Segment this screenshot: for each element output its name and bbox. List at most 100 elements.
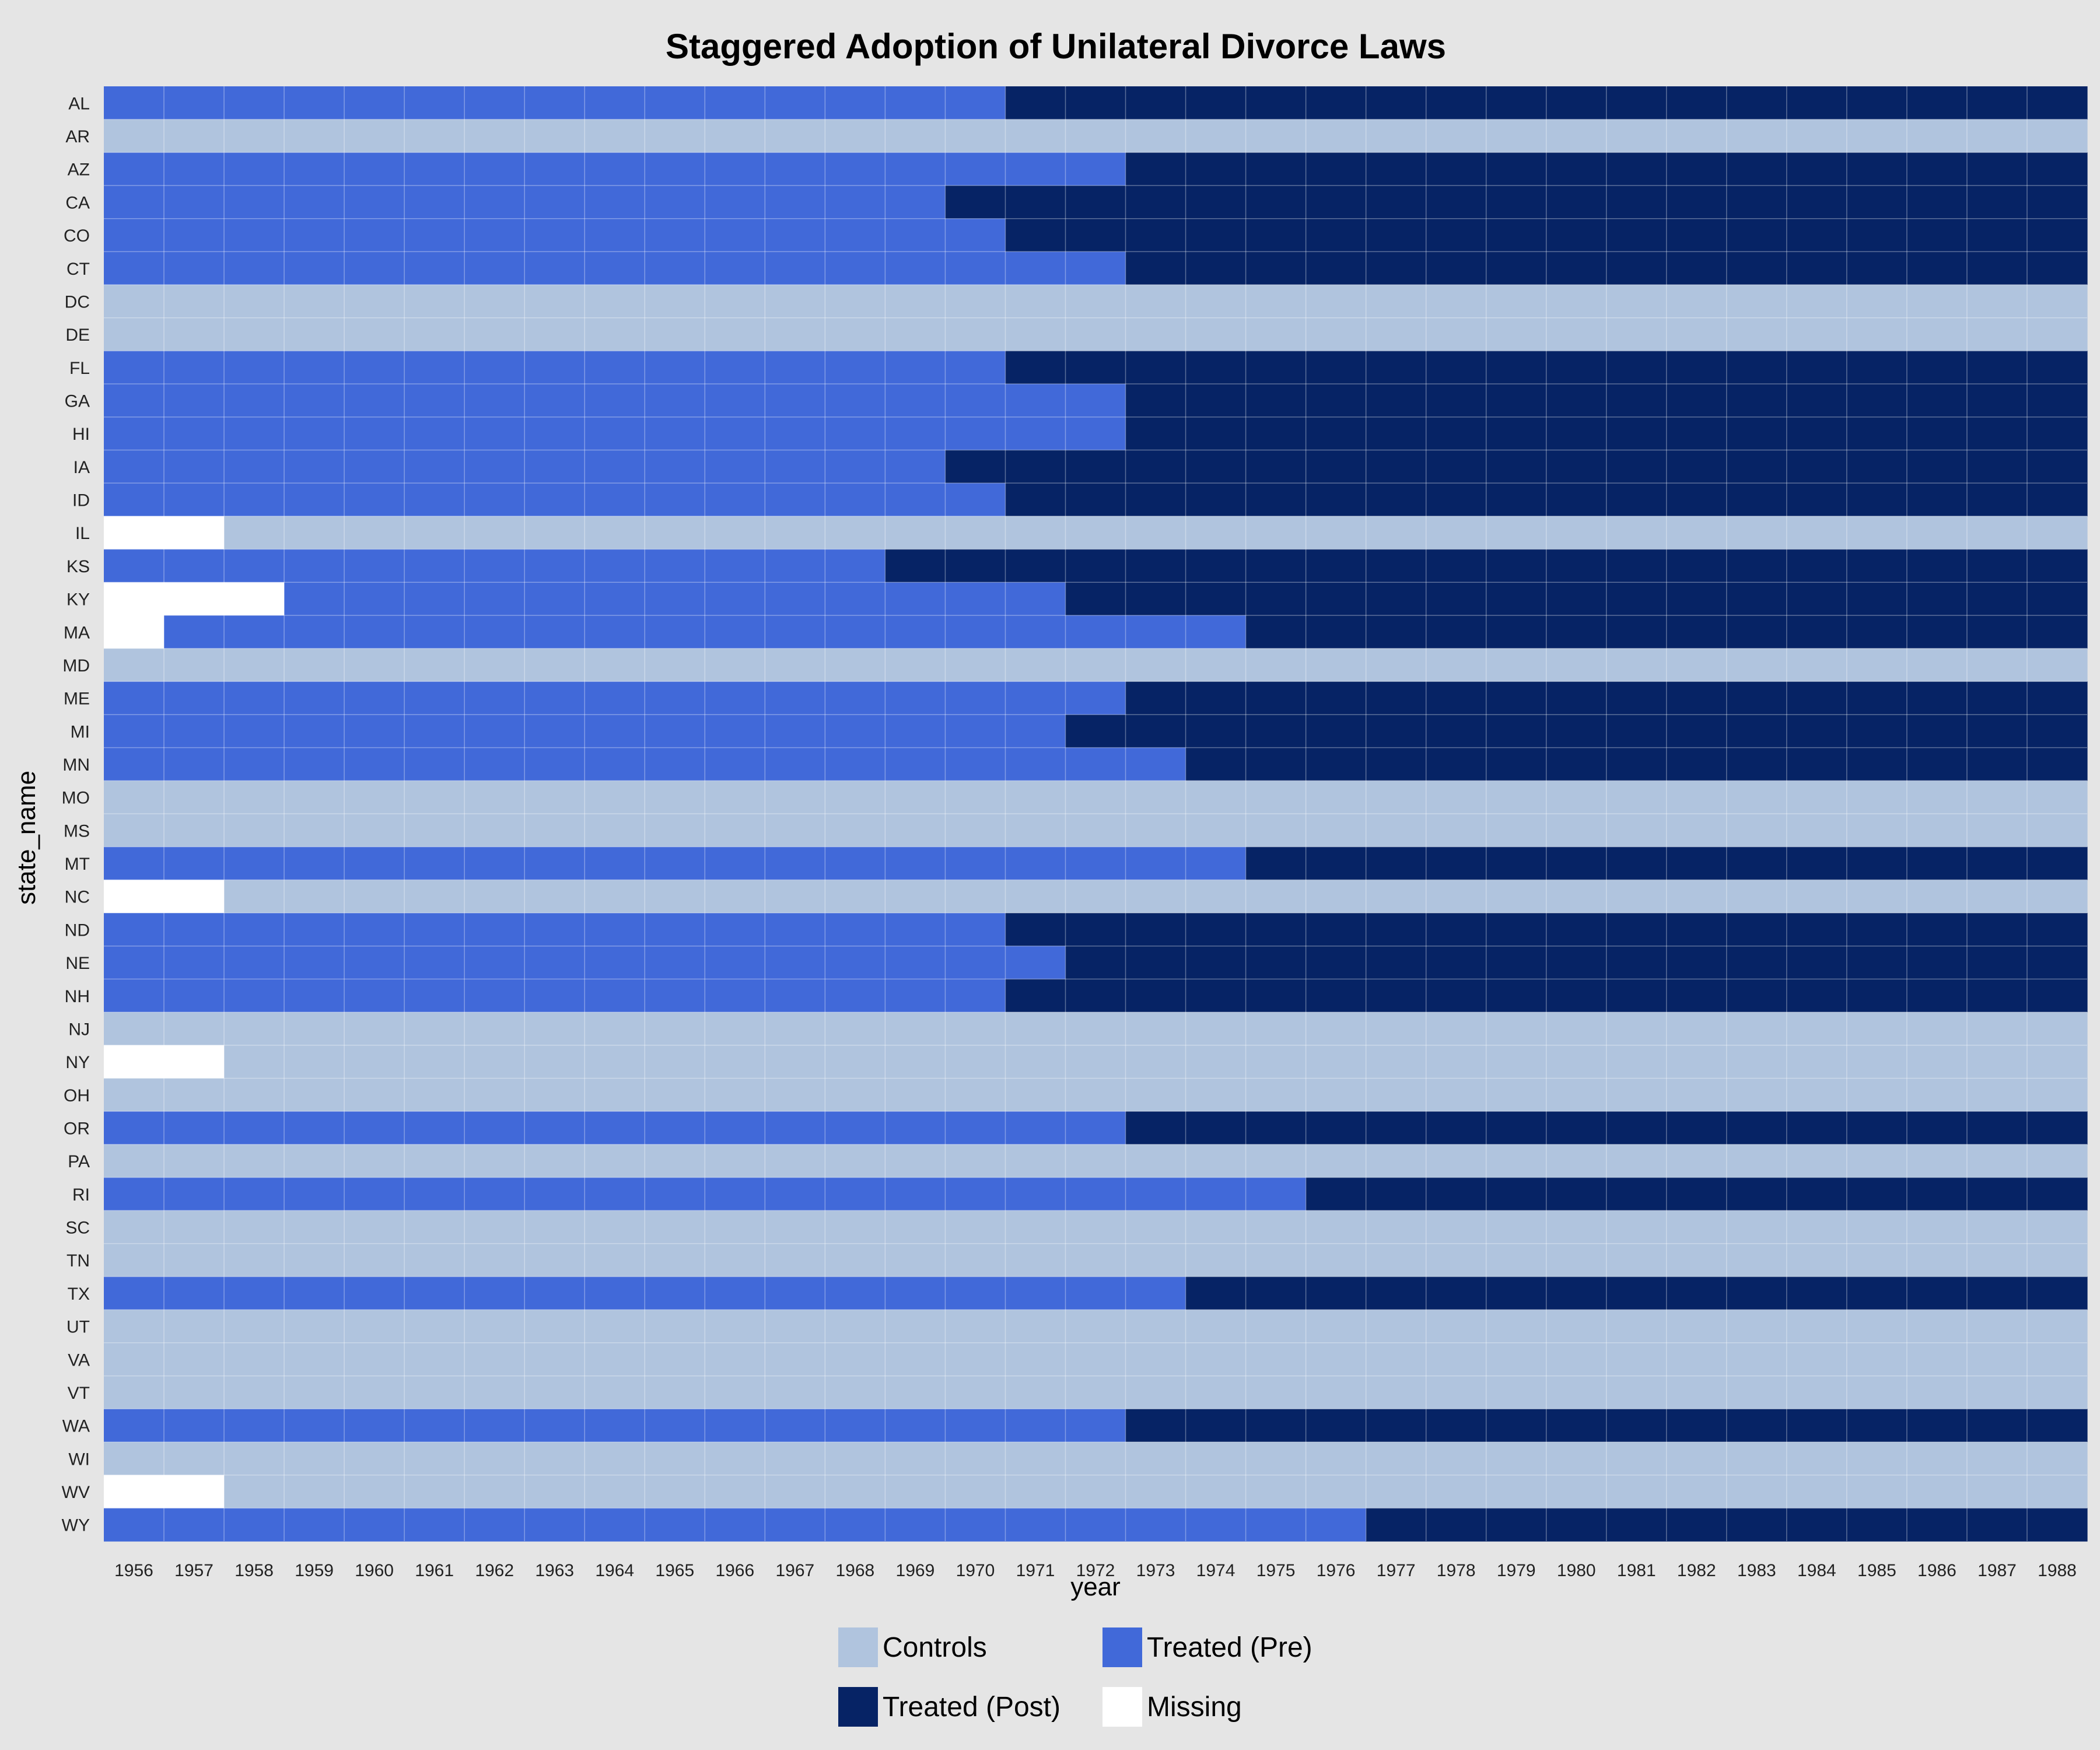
heatmap-cell-TX-1962 (464, 1276, 525, 1310)
heatmap-cell-NC-1973 (1125, 880, 1186, 914)
heatmap-cell-MO-1961 (404, 780, 465, 814)
heatmap-cell-MD-1969 (885, 648, 946, 682)
heatmap-cell-UT-1957 (164, 1310, 225, 1343)
heatmap-cell-ID-1974 (1185, 483, 1247, 517)
heatmap-cell-AR-1982 (1666, 119, 1727, 153)
heatmap-cell-AR-1968 (825, 119, 886, 153)
heatmap-cell-CO-1982 (1666, 218, 1727, 253)
heatmap-cell-SC-1956 (104, 1210, 164, 1244)
heatmap-cell-PA-1966 (705, 1144, 765, 1178)
heatmap-cell-WA-1958 (224, 1409, 285, 1443)
heatmap-cell-AR-1958 (224, 119, 285, 153)
heatmap-cell-MT-1962 (464, 846, 525, 880)
heatmap-cell-VA-1979 (1486, 1342, 1547, 1377)
heatmap-cell-NE-1970 (945, 946, 1006, 980)
heatmap-cell-NJ-1974 (1185, 1012, 1247, 1046)
heatmap-cell-AZ-1979 (1486, 152, 1547, 186)
heatmap-cell-MT-1973 (1125, 846, 1186, 880)
heatmap-cell-HI-1957 (164, 416, 225, 451)
heatmap-cell-UT-1967 (765, 1310, 825, 1343)
legend-label: Treated (Post) (883, 1692, 1060, 1723)
heatmap-cell-OH-1973 (1125, 1078, 1186, 1112)
heatmap-cell-NC-1964 (584, 880, 645, 914)
heatmap-cell-ID-1958 (224, 483, 285, 517)
heatmap-cell-DC-1986 (1906, 285, 1968, 318)
heatmap-cell-SC-1981 (1606, 1210, 1667, 1244)
heatmap-cell-MO-1968 (825, 780, 886, 814)
heatmap-cell-WY-1972 (1065, 1508, 1126, 1542)
heatmap-cell-OH-1987 (1966, 1078, 2028, 1112)
heatmap-cell-TN-1986 (1906, 1243, 1968, 1278)
heatmap-cell-CO-1956 (104, 218, 164, 253)
heatmap-cell-CO-1964 (584, 218, 645, 253)
heatmap-cell-MS-1972 (1065, 814, 1126, 848)
heatmap-cell-WA-1959 (284, 1409, 345, 1443)
heatmap-cell-SC-1967 (765, 1210, 825, 1244)
heatmap-cell-OH-1988 (2027, 1078, 2088, 1112)
heatmap-cell-RI-1962 (464, 1177, 525, 1211)
heatmap-cell-NJ-1969 (885, 1012, 946, 1046)
heatmap-cell-CO-1983 (1726, 218, 1787, 253)
heatmap-cell-CO-1972 (1065, 218, 1126, 253)
heatmap-cell-ID-1985 (1846, 483, 1908, 517)
heatmap-cell-TN-1963 (524, 1243, 585, 1278)
heatmap-cell-VA-1974 (1185, 1342, 1247, 1377)
heatmap-cell-TX-1971 (1005, 1276, 1066, 1310)
heatmap-cell-UT-1965 (645, 1310, 705, 1343)
heatmap-cell-KS-1977 (1366, 549, 1427, 583)
heatmap-cell-NE-1976 (1306, 946, 1367, 980)
heatmap-cell-GA-1974 (1185, 384, 1247, 418)
heatmap-cell-SC-1961 (404, 1210, 465, 1244)
heatmap-cell-CO-1957 (164, 218, 225, 253)
heatmap-cell-TN-1971 (1005, 1243, 1066, 1278)
heatmap-cell-WA-1981 (1606, 1409, 1667, 1443)
heatmap-cell-ME-1973 (1125, 681, 1186, 715)
heatmap-cell-VA-1983 (1726, 1342, 1787, 1377)
heatmap-cell-NY-1977 (1366, 1045, 1427, 1079)
heatmap-cell-IA-1967 (765, 450, 825, 484)
heatmap-cell-ND-1988 (2027, 913, 2088, 947)
heatmap-cell-MS-1974 (1185, 814, 1247, 848)
heatmap-cell-MS-1956 (104, 814, 164, 848)
heatmap-cell-AL-1975 (1245, 86, 1307, 120)
heatmap-cell-MI-1969 (885, 714, 946, 748)
heatmap-cell-WI-1976 (1306, 1441, 1367, 1476)
heatmap-cell-ID-1968 (825, 483, 886, 517)
heatmap-cell-FL-1981 (1606, 351, 1667, 384)
heatmap-cell-MN-1976 (1306, 747, 1367, 781)
heatmap-cell-CT-1984 (1786, 251, 1847, 285)
heatmap-cell-GA-1966 (705, 384, 765, 418)
heatmap-cell-RI-1981 (1606, 1177, 1667, 1211)
heatmap-cell-OR-1961 (404, 1111, 465, 1145)
heatmap-cell-MI-1981 (1606, 714, 1667, 748)
heatmap-cell-MS-1982 (1666, 814, 1727, 848)
heatmap-cell-IL-1982 (1666, 516, 1727, 550)
heatmap-cell-RI-1963 (524, 1177, 585, 1211)
y-tick-label: WI (68, 1450, 90, 1469)
heatmap-cell-MS-1967 (765, 814, 825, 848)
heatmap-cell-TX-1964 (584, 1276, 645, 1310)
heatmap-cell-KS-1983 (1726, 549, 1787, 583)
heatmap-cell-KY-1972 (1065, 582, 1126, 616)
heatmap-gridlines (104, 86, 2087, 1541)
heatmap-cell-MA-1972 (1065, 615, 1126, 649)
heatmap-cell-CO-1960 (344, 218, 405, 253)
heatmap-cell-HI-1966 (705, 416, 765, 451)
heatmap-cell-WI-1957 (164, 1441, 225, 1476)
heatmap-cell-MI-1982 (1666, 714, 1727, 748)
heatmap-cell-OR-1959 (284, 1111, 345, 1145)
heatmap-cell-MN-1970 (945, 747, 1006, 781)
heatmap-cell-UT-1974 (1185, 1310, 1247, 1343)
heatmap-cell-VT-1966 (705, 1376, 765, 1409)
heatmap-cell-NJ-1987 (1966, 1012, 2028, 1046)
heatmap-cell-WY-1974 (1185, 1508, 1247, 1542)
heatmap-cell-KY-1980 (1546, 582, 1607, 616)
heatmap-cell-NH-1967 (765, 979, 825, 1013)
heatmap-cell-OR-1966 (705, 1111, 765, 1145)
heatmap-cell-WA-1985 (1846, 1409, 1908, 1443)
heatmap-cell-ID-1972 (1065, 483, 1126, 517)
heatmap-cell-ID-1977 (1366, 483, 1427, 517)
heatmap-cell-MN-1958 (224, 747, 285, 781)
heatmap-cell-DE-1985 (1846, 317, 1908, 352)
heatmap-cell-DE-1980 (1546, 317, 1607, 352)
